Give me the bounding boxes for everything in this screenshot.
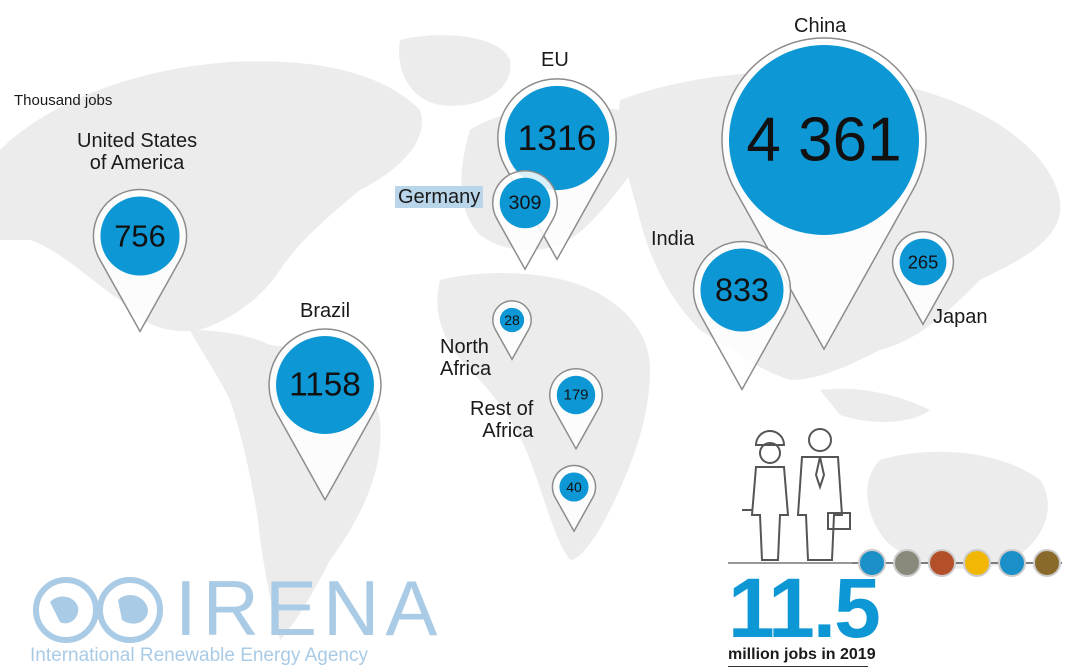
energy-icons <box>852 549 1062 577</box>
biomass-icon <box>1033 549 1061 577</box>
bubble-rest-of-africa <box>556 375 596 415</box>
label-rest-of-africa: Rest of Africa <box>470 398 534 442</box>
value-eu: 1316 <box>518 118 597 158</box>
bubble-eu <box>504 85 610 191</box>
total-value: 11.5 <box>728 561 881 655</box>
wind-icon <box>998 549 1026 577</box>
logo-text: IRENA <box>175 564 444 652</box>
bubble-china <box>729 45 919 235</box>
total-underline <box>728 666 868 667</box>
geothermal-icon <box>893 549 921 577</box>
hydropower-icon <box>928 549 956 577</box>
value-rest-of-africa: 179 <box>563 387 588 404</box>
bubble-southern-africa <box>559 472 589 502</box>
label-india: India <box>651 228 695 250</box>
unit-label: Thousand jobs <box>14 92 113 109</box>
total-caption: million jobs in 2019 <box>728 646 876 663</box>
bubble-north-africa <box>499 307 525 333</box>
value-brazil: 1158 <box>289 367 361 404</box>
label-eu: EU <box>541 49 569 71</box>
label-north-africa: North Africa <box>440 336 492 380</box>
value-japan: 265 <box>908 252 938 273</box>
value-germany: 309 <box>509 192 542 214</box>
solar-icon <box>963 549 991 577</box>
irena-logo-icon <box>33 577 163 643</box>
logo-subtitle: International Renewable Energy Agency <box>30 645 369 666</box>
value-north-africa: 28 <box>504 312 520 328</box>
value-southern-africa: 40 <box>566 479 582 495</box>
bubble-japan <box>899 238 947 286</box>
value-china: 4 361 <box>746 106 901 175</box>
bioenergy-icon <box>858 549 886 577</box>
value-united-states-of-america: 756 <box>114 219 165 254</box>
region-pins: 756 1158 1316 309 28 179 40 4 361 833 265 <box>92 37 955 533</box>
total-jobs: 11.5 million jobs in 2019 <box>728 561 881 667</box>
value-india: 833 <box>715 272 769 308</box>
label-brazil: Brazil <box>300 300 351 322</box>
workers-icon <box>728 428 868 564</box>
label-japan: Japan <box>933 306 988 328</box>
bubble-united-states-of-america <box>100 196 180 276</box>
bubble-india <box>700 248 784 332</box>
label-germany: Germany <box>395 186 484 208</box>
bubble-brazil <box>276 336 374 434</box>
label-usa: United States of America <box>77 130 198 174</box>
bubble-germany <box>499 177 551 229</box>
label-china: China <box>794 15 847 37</box>
